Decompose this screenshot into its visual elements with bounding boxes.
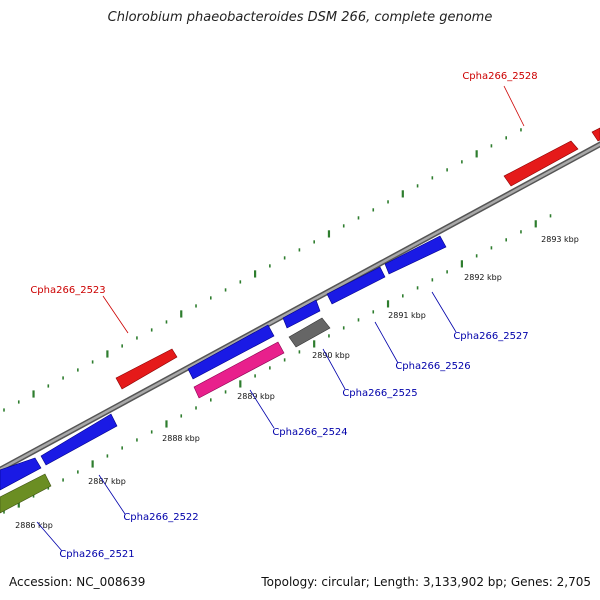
gene-label[interactable]: Cpha266_2524 — [272, 427, 347, 438]
gene-cpha266-2524a-arrow[interactable] — [187, 324, 275, 380]
kbp-label: 2891 kbp — [388, 311, 426, 320]
kbp-label: 2889 kbp — [237, 392, 275, 401]
kbp-labels: 2886 kbp 2887 kbp 2888 kbp 2889 kbp 2890 kbp… — [15, 235, 579, 530]
genes — [0, 127, 600, 514]
map-title: Chlorobium phaeobacteroides DSM 266, com… — [107, 10, 493, 25]
leader-line-2521 — [36, 521, 63, 552]
gene-cpha266-2523-arrow[interactable] — [115, 348, 178, 390]
kbp-label: 2888 kbp — [162, 434, 200, 443]
tick-row-outer — [3, 128, 522, 412]
leader-line-2522 — [98, 474, 126, 515]
leader-line-2527 — [431, 291, 457, 333]
kbp-label: 2886 kbp — [15, 521, 53, 530]
kbp-label: 2893 kbp — [541, 235, 579, 244]
gene-cpha266-2522-arrow[interactable] — [40, 413, 118, 466]
accession-label: Accession: NC_008639 — [9, 575, 146, 589]
kbp-label: 2890 kbp — [312, 351, 350, 360]
leader-line-2525 — [322, 348, 346, 390]
leader-line-2524 — [249, 389, 275, 429]
gene-label[interactable]: Cpha266_2522 — [123, 512, 198, 523]
kbp-label: 2887 kbp — [88, 477, 126, 486]
gene-cpha266-2528-arrow[interactable] — [503, 140, 579, 187]
gene-label[interactable]: Cpha266_2521 — [59, 549, 134, 560]
gene-cpha266-2524-pink-arrow[interactable] — [193, 341, 285, 399]
leader-line-2523 — [102, 295, 129, 334]
gene-cpha266-2526-arrow[interactable] — [326, 266, 386, 305]
backbone — [0, 141, 600, 473]
gene-cpha266-2521a-arrow[interactable] — [0, 457, 42, 491]
gene-label[interactable]: Cpha266_2526 — [395, 361, 470, 372]
topology-summary: Topology: circular; Length: 3,133,902 bp… — [261, 575, 591, 589]
gene-cpha266-2521-olive-arrow[interactable] — [0, 473, 52, 514]
gene-cpha266-2525-gray-arrow[interactable] — [288, 317, 331, 348]
leader-line-2526 — [374, 321, 399, 364]
leader-line-2528 — [503, 85, 525, 127]
gene-cpha266-2527-arrow[interactable] — [384, 235, 447, 275]
gene-cpha266-2525a-arrow[interactable] — [282, 299, 321, 329]
gene-label[interactable]: Cpha266_2528 — [462, 71, 537, 82]
gene-label[interactable]: Cpha266_2523 — [30, 285, 105, 296]
gene-labels: Cpha266_2528 Cpha266_2523 Cpha266_2527 Cpha… — [30, 71, 537, 560]
gene-label[interactable]: Cpha266_2527 — [453, 331, 528, 342]
gene-label[interactable]: Cpha266_2525 — [342, 388, 417, 399]
kbp-label: 2892 kbp — [464, 273, 502, 282]
gene-cpha266-2529-arrow[interactable] — [591, 127, 600, 142]
